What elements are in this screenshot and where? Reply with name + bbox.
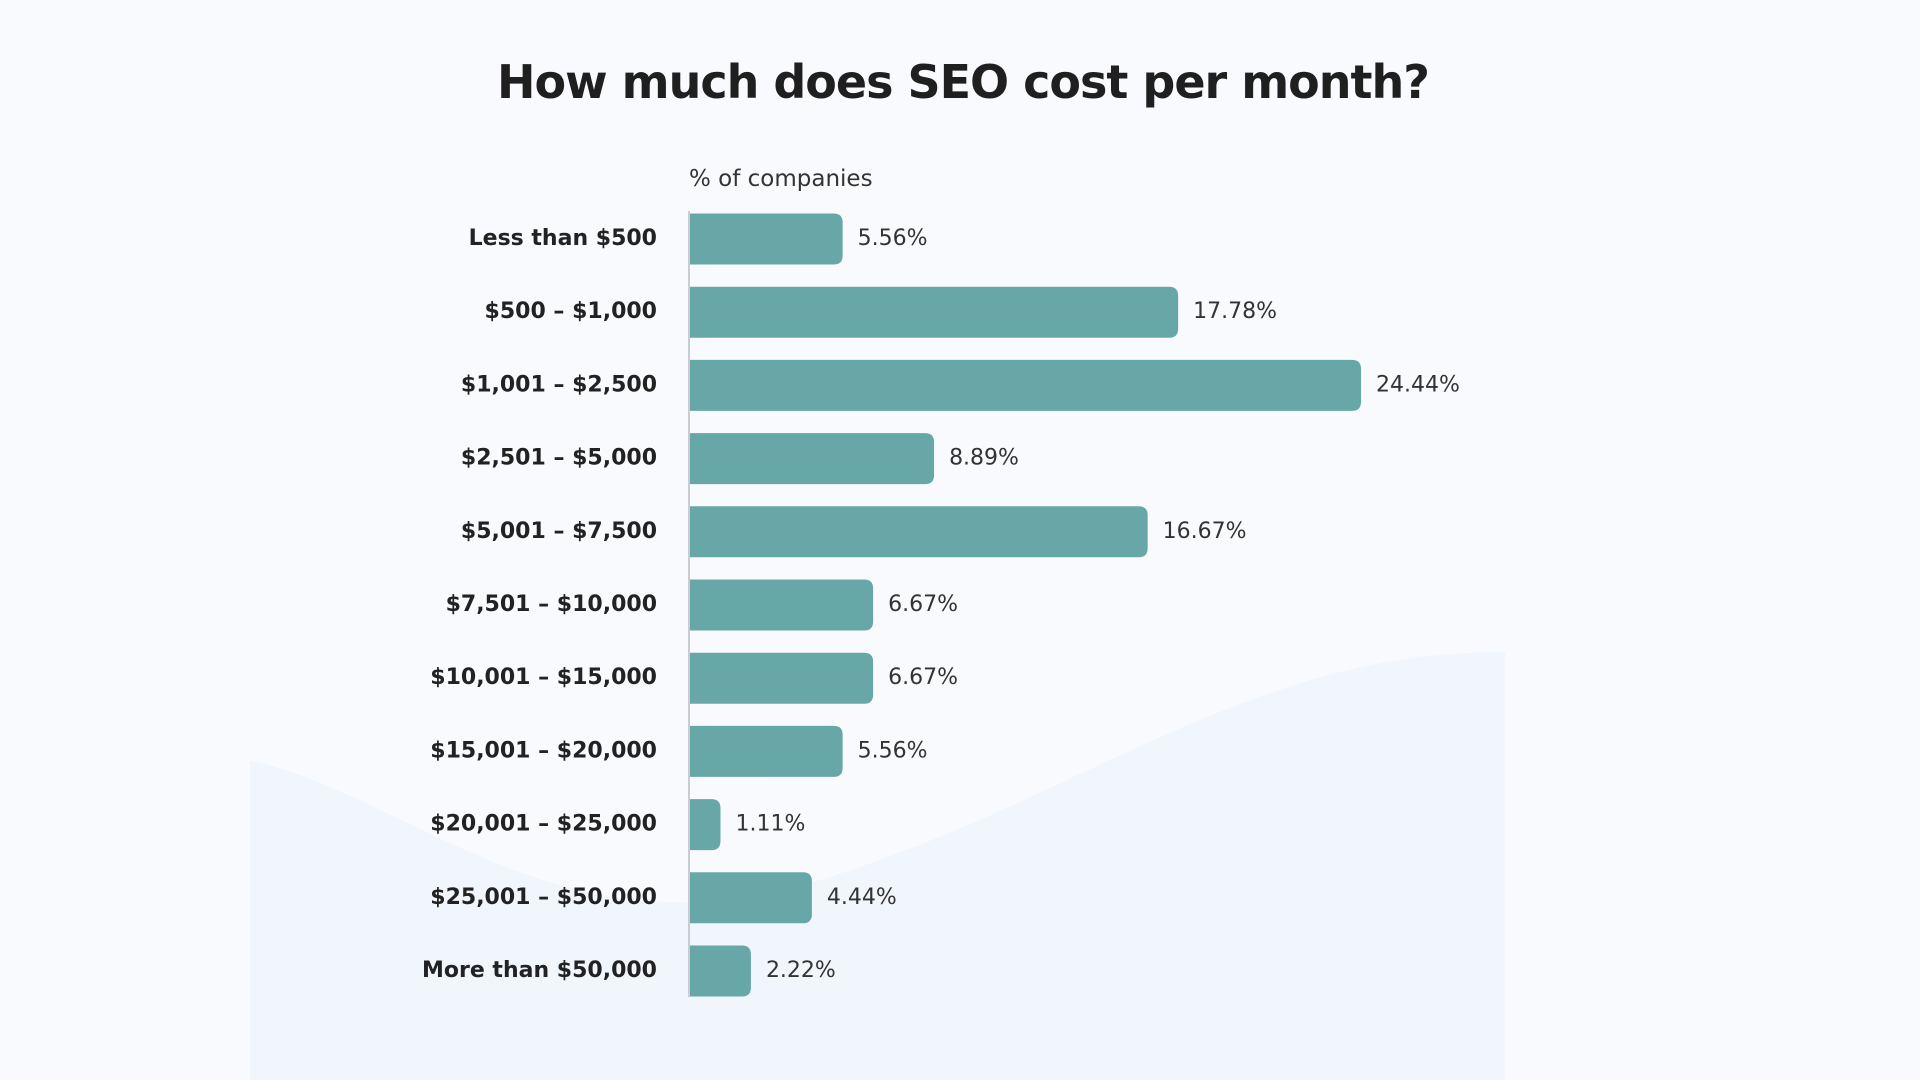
bar (690, 359, 1361, 411)
category-label: $5,001 – $7,500 (461, 519, 657, 544)
bar (690, 433, 935, 485)
axis-label: % of companies (689, 166, 873, 192)
value-label: 6.67% (888, 665, 958, 690)
value-label: 5.56% (858, 738, 928, 763)
bar (690, 213, 843, 265)
value-label: 5.56% (858, 226, 928, 251)
category-label: $1,001 – $2,500 (461, 372, 657, 397)
value-label: 2.22% (766, 958, 836, 983)
background-wave (250, 651, 1505, 1080)
bar (690, 945, 751, 997)
bar (690, 579, 874, 631)
category-label: $15,001 – $20,000 (430, 738, 657, 763)
value-label: 6.67% (888, 592, 958, 617)
chart-title: How much does SEO cost per month? (497, 55, 1429, 109)
value-label: 16.67% (1163, 519, 1247, 544)
value-label: 24.44% (1376, 372, 1460, 397)
category-label: More than $50,000 (422, 958, 657, 983)
category-label: $10,001 – $15,000 (430, 665, 657, 690)
category-label: $2,501 – $5,000 (461, 446, 657, 471)
bar (690, 799, 721, 851)
value-label: 17.78% (1193, 299, 1277, 324)
value-label: 4.44% (827, 885, 897, 910)
category-label: $7,501 – $10,000 (446, 592, 657, 617)
category-label: Less than $500 (469, 226, 657, 251)
bar (690, 506, 1148, 558)
category-label: $500 – $1,000 (485, 299, 657, 324)
bar (690, 652, 874, 704)
value-label: 1.11% (735, 812, 805, 837)
category-label: $25,001 – $50,000 (430, 885, 657, 910)
bar (690, 725, 843, 777)
bar (690, 872, 812, 924)
category-label: $20,001 – $25,000 (430, 812, 657, 837)
bar (690, 286, 1179, 338)
value-label: 8.89% (949, 446, 1019, 471)
